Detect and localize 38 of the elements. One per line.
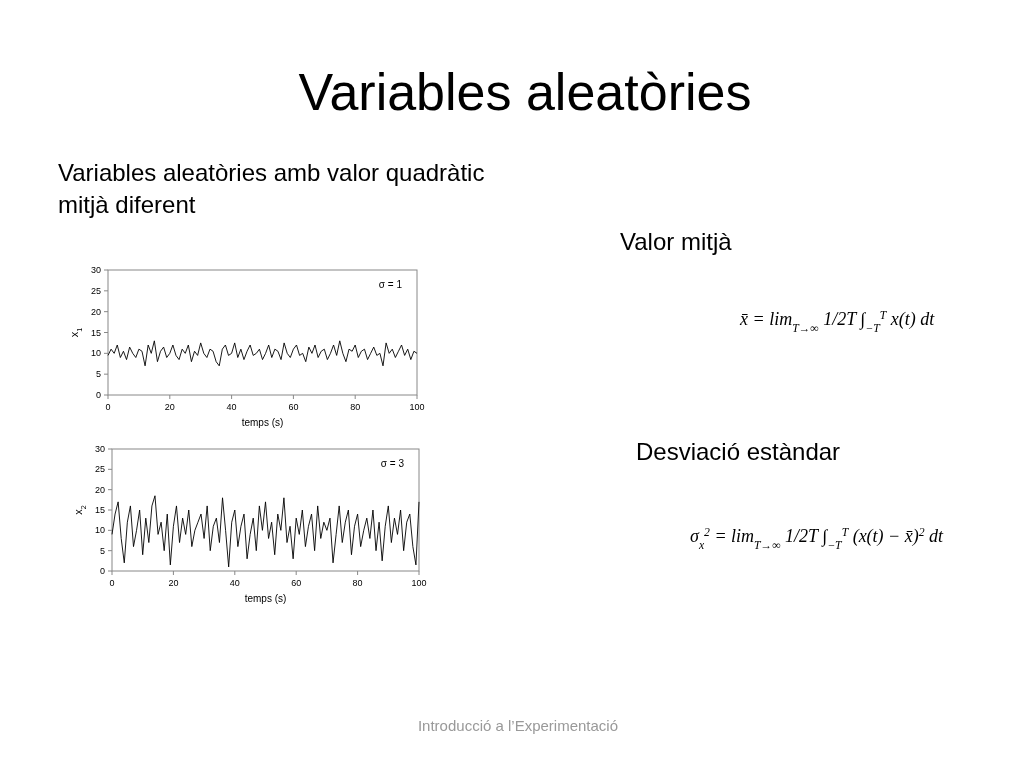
annotation: σ = 1 [378, 279, 403, 290]
text: Desviació estàndar [636, 438, 841, 465]
y-tick-label: 15 [94, 505, 105, 515]
y-tick-label: 30 [90, 265, 101, 275]
x-tick-label: 80 [350, 402, 361, 412]
x-tick-label: 40 [226, 402, 237, 412]
y-tick-label: 0 [99, 566, 105, 576]
annotation: σ = 3 [380, 458, 405, 469]
line-series [111, 495, 420, 568]
y-tick-label: 10 [94, 525, 105, 536]
text: Introducció a l’Experimentació [417, 717, 619, 734]
y-tick-label: 25 [90, 285, 101, 296]
text: σ$_{x}$$^{2}$ = lim$_{T→∞}$ 1/2T ∫$_{−T}$$^{T}$ (x(t) − x̄)$^{2}$ dt [690, 525, 944, 552]
x-tick-label: 100 [411, 578, 427, 588]
y-tick-label: 30 [94, 444, 105, 454]
x-tick-label: 40 [229, 578, 240, 588]
y-tick-label: 15 [90, 327, 101, 338]
x-tick-label: 60 [288, 402, 299, 412]
x-tick-label: 20 [164, 402, 175, 412]
y-tick-label: 20 [90, 306, 101, 317]
x-tick-label: 100 [409, 402, 425, 412]
y-tick-label: 5 [95, 369, 101, 380]
text: Valor mitjà [620, 228, 733, 255]
text: Variables aleatòries [298, 63, 752, 121]
y-tick-label: 20 [94, 484, 105, 495]
y-tick-label: 25 [94, 464, 105, 475]
x-tick-label: 20 [168, 578, 179, 588]
x-tick-label: 0 [109, 578, 115, 588]
x-tick-label: 80 [352, 578, 363, 588]
line-series [107, 340, 418, 367]
chart-subtitle: Variables aleatòries amb valor quadràtic mitjà diferent [58, 159, 485, 218]
text: x̄ = lim$_{T→∞}$ 1/2T ∫$_{−T}$$^{T}$ x(t) dt [739, 308, 936, 335]
y-tick-label: 10 [90, 348, 101, 359]
x-tick-label: 60 [291, 578, 302, 588]
y-tick-label: 5 [99, 545, 105, 556]
y-tick-label: 0 [95, 390, 101, 400]
x-axis-title: temps (s) [241, 417, 284, 428]
x-axis-title: temps (s) [244, 593, 287, 604]
